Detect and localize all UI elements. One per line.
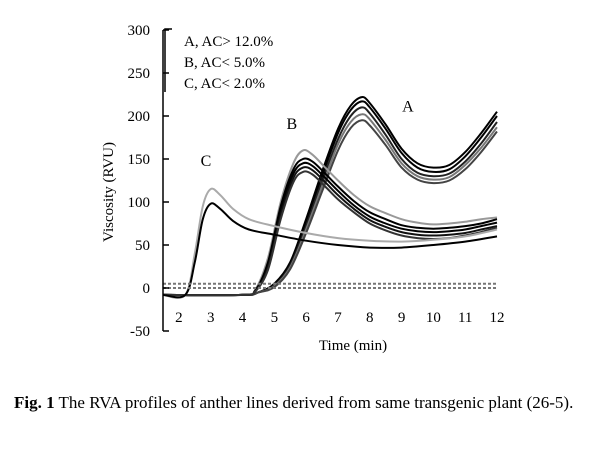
x-tick-labels: 2 3 4 5 6 7 8 9 10 11 12 <box>175 310 504 326</box>
y-tick-label: 200 <box>128 109 151 125</box>
series-line-a-2 <box>162 100 498 297</box>
series-line-a-5 <box>162 119 498 297</box>
legend-bracket <box>164 28 172 92</box>
y-tick-labels: -50 0 50 100 150 200 250 300 <box>128 23 169 340</box>
y-tick-label: 100 <box>128 195 151 211</box>
y-tick-label: 300 <box>128 23 151 39</box>
curve-label-a: A <box>402 99 414 116</box>
x-tick-label: 7 <box>334 310 342 326</box>
x-tick-label: 12 <box>490 310 505 326</box>
x-axis-label: Time (min) <box>319 338 387 354</box>
x-tick-label: 10 <box>426 310 441 326</box>
x-tick-label: 3 <box>207 310 215 326</box>
y-tick-label: 250 <box>128 66 151 82</box>
series-line-c-11 <box>162 187 498 299</box>
y-tick-label: 50 <box>135 238 150 254</box>
series-line-b-8 <box>162 161 498 297</box>
legend-entry: A, AC> 12.0% <box>184 34 273 50</box>
series-line-c-12 <box>162 202 498 299</box>
x-tick-label: 4 <box>239 310 247 326</box>
series-line-a-1 <box>162 96 498 297</box>
y-tick-label: 0 <box>143 281 151 297</box>
figure-caption: Fig. 1 The RVA profiles of anther lines … <box>14 391 594 414</box>
legend-entry: B, AC< 5.0% <box>184 55 265 71</box>
legend: A, AC> 12.0% B, AC< 5.0% C, AC< 2.0% <box>164 28 273 92</box>
caption-label: Fig. 1 <box>14 393 55 412</box>
curve-label-b: B <box>286 116 297 133</box>
y-tick-label: 150 <box>128 152 151 168</box>
y-axis-label: Viscosity (RVU) <box>101 142 117 242</box>
series-line-b-6 <box>162 149 498 297</box>
y-tick-label: -50 <box>130 324 150 340</box>
series-line-a-3 <box>162 106 498 297</box>
legend-entry: C, AC< 2.0% <box>184 76 265 92</box>
plot-curves <box>162 96 498 299</box>
x-tick-label: 9 <box>398 310 406 326</box>
caption-text: The RVA profiles of anther lines derived… <box>54 393 574 412</box>
rva-chart: -50 0 50 100 150 200 250 300 2 3 4 5 6 7 8 9 10 11 12 Vis… <box>101 23 505 354</box>
curve-label-c: C <box>201 153 212 170</box>
curve-labels: A B C <box>201 99 415 170</box>
x-tick-label: 2 <box>175 310 183 326</box>
x-tick-label: 11 <box>458 310 472 326</box>
x-tick-label: 8 <box>366 310 374 326</box>
x-tick-label: 6 <box>302 310 310 326</box>
x-tick-label: 5 <box>271 310 279 326</box>
